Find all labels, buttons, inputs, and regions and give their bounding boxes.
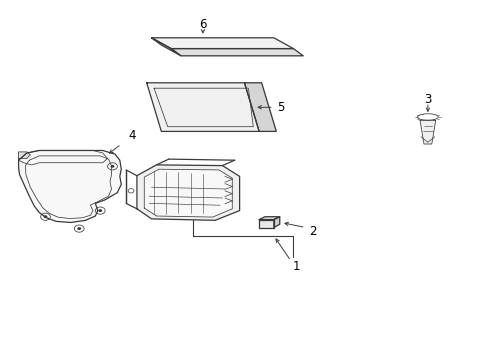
Polygon shape bbox=[146, 83, 259, 131]
Text: 5: 5 bbox=[277, 101, 285, 114]
Polygon shape bbox=[151, 38, 181, 56]
Polygon shape bbox=[244, 83, 276, 131]
Polygon shape bbox=[419, 120, 435, 144]
Circle shape bbox=[77, 227, 81, 230]
Polygon shape bbox=[154, 88, 253, 127]
Polygon shape bbox=[144, 169, 232, 217]
Polygon shape bbox=[273, 217, 279, 228]
Text: 1: 1 bbox=[292, 260, 300, 273]
Polygon shape bbox=[171, 49, 303, 56]
Polygon shape bbox=[151, 38, 293, 49]
Polygon shape bbox=[19, 150, 121, 222]
Circle shape bbox=[43, 215, 47, 218]
Polygon shape bbox=[259, 220, 273, 228]
Polygon shape bbox=[137, 165, 239, 220]
Polygon shape bbox=[25, 156, 111, 219]
Circle shape bbox=[98, 209, 102, 212]
Text: 4: 4 bbox=[128, 129, 136, 141]
Text: 2: 2 bbox=[308, 225, 316, 238]
Text: 3: 3 bbox=[423, 93, 431, 105]
Text: 6: 6 bbox=[199, 18, 206, 31]
Polygon shape bbox=[19, 150, 107, 165]
Circle shape bbox=[110, 165, 114, 168]
Polygon shape bbox=[19, 152, 30, 158]
Polygon shape bbox=[259, 217, 279, 220]
